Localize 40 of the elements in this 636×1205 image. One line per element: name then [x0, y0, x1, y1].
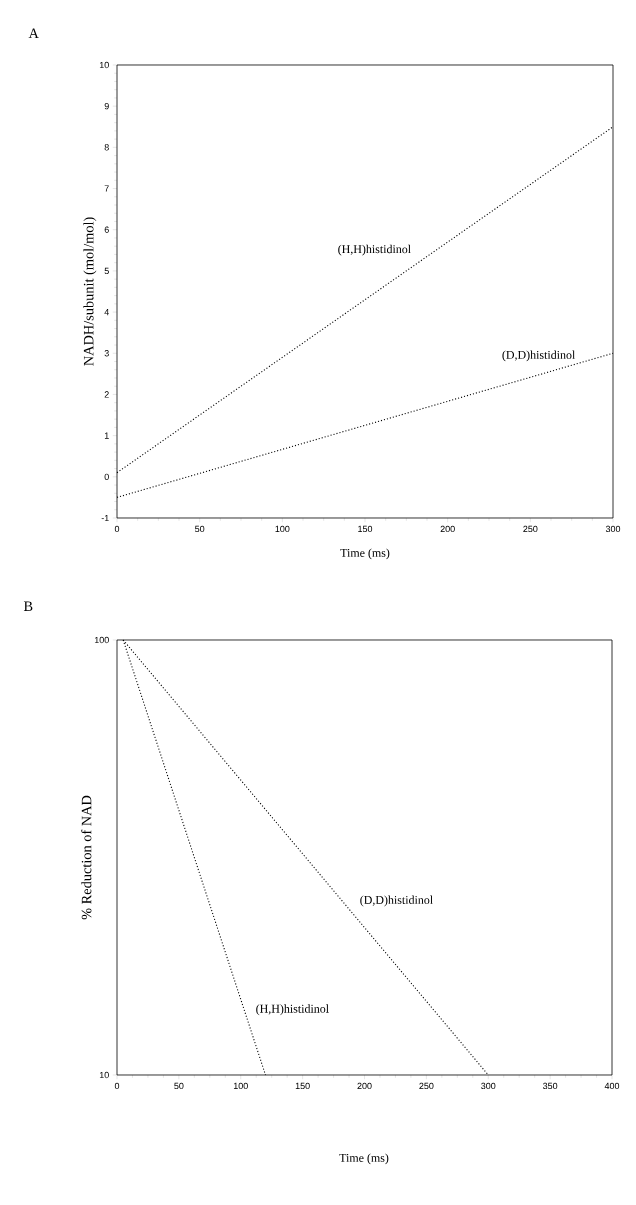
series-label: (D,D)histidinol: [360, 895, 433, 907]
series-label: (H,H)histidinol: [338, 244, 411, 256]
x-axis-title: Time (ms): [340, 548, 390, 560]
x-tick-label: 50: [195, 525, 205, 533]
y-tick-label: 2: [104, 391, 109, 398]
y-axis-title: % Reduction of NAD: [81, 795, 92, 920]
x-tick-label: 150: [295, 1082, 310, 1090]
chart-title: A: [28, 28, 39, 38]
x-tick-label: 200: [357, 1082, 372, 1090]
y-tick-label: 6: [104, 226, 109, 233]
y-tick-label: 5: [104, 267, 109, 275]
x-axis-title: Time (ms): [339, 1153, 389, 1165]
y-tick-label: 7: [104, 185, 109, 192]
y-tick-label: 100: [94, 636, 109, 644]
x-tick-label: 0: [114, 525, 120, 533]
y-tick-label: 9: [104, 102, 109, 110]
x-tick-label: 50: [174, 1082, 184, 1090]
chart-title: B: [23, 601, 33, 611]
x-tick-label: 250: [523, 525, 538, 533]
x-tick-label: 100: [275, 525, 290, 533]
y-tick-label: 10: [99, 1071, 109, 1079]
x-tick-label: 200: [440, 525, 455, 533]
series-label: (D,D)histidinol: [502, 350, 576, 362]
x-tick-label: 400: [604, 1082, 620, 1090]
x-tick-label: 350: [542, 1082, 558, 1090]
x-tick-label: 150: [358, 525, 373, 533]
series-label: (H,H)histidinol: [256, 1004, 329, 1016]
y-tick-label: 8: [104, 144, 109, 151]
x-tick-label: 300: [605, 525, 621, 533]
y-axis-title: NADH/subunit (mol/mol): [83, 217, 97, 366]
x-tick-label: 300: [481, 1082, 496, 1090]
y-tick-label: 1: [104, 432, 109, 439]
x-tick-label: 0: [114, 1082, 120, 1090]
y-tick-label: 3: [104, 350, 109, 357]
x-tick-label: 100: [233, 1082, 248, 1090]
y-tick-label: -1: [101, 514, 109, 522]
y-tick-label: 10: [99, 61, 109, 69]
x-tick-label: 250: [419, 1082, 434, 1090]
y-tick-label: 4: [104, 308, 109, 316]
y-tick-label: 0: [104, 473, 109, 480]
